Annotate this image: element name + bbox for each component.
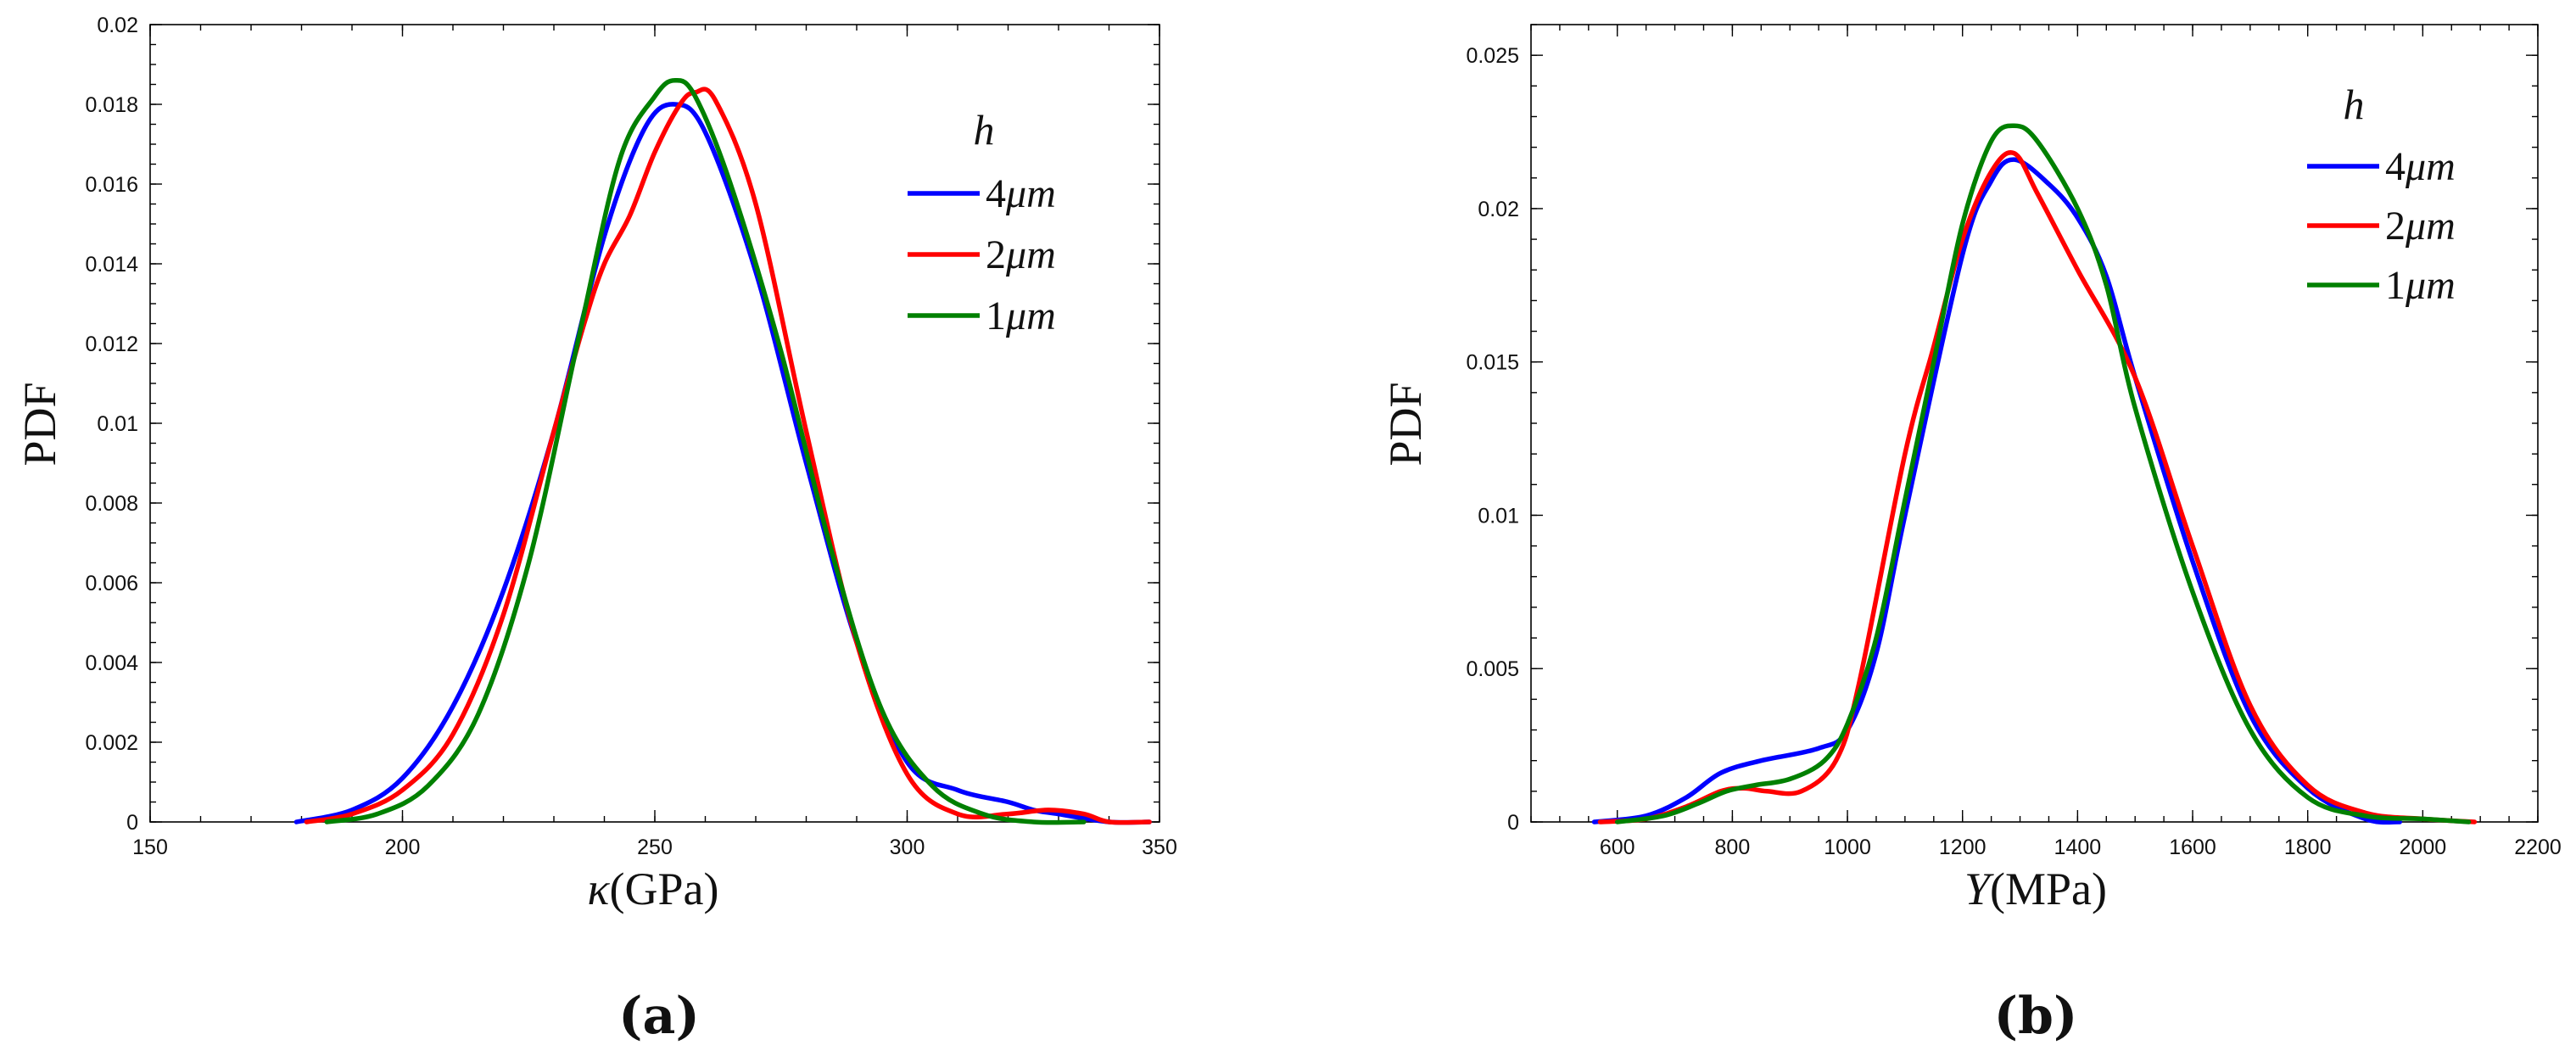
- x-tick-label: 2000: [2400, 836, 2447, 859]
- x-axis-unit-b: (MPa): [1990, 864, 2107, 914]
- legend-a: 4μm 2μm 1μm: [908, 171, 1056, 338]
- y-tick-label: 0.012: [85, 333, 138, 356]
- y-tick-label: 0.014: [85, 253, 138, 277]
- y-tick-label: 0.002: [85, 731, 138, 755]
- y-axis-label-b: PDF: [1380, 382, 1431, 466]
- series-line-2um: [1597, 150, 2478, 824]
- y-tick-label: 0: [126, 811, 138, 835]
- x-tick-label: 1800: [2284, 836, 2332, 859]
- legend-label-4um: 4μm: [986, 171, 1056, 216]
- y-tick-label: 0.006: [85, 572, 138, 595]
- x-tick-label: 300: [890, 836, 925, 859]
- x-tick-label: 1600: [2169, 836, 2216, 859]
- x-tick-label: 1200: [1939, 836, 1986, 859]
- x-tick-label: 150: [132, 836, 168, 859]
- y-tick-label: 0.015: [1466, 351, 1519, 375]
- panel-caption-a: (a): [618, 987, 700, 1046]
- x-tick-label: 200: [385, 836, 421, 859]
- y-tick-label: 0.008: [85, 492, 138, 516]
- legend-b: 4μm 2μm 1μm: [2307, 144, 2456, 308]
- x-tick-label: 600: [1600, 836, 1635, 859]
- legend-label-2um: 2μm: [2385, 204, 2456, 249]
- legend-label-1um: 1μm: [2385, 263, 2456, 308]
- y-tick-label: 0: [1507, 811, 1519, 835]
- legend-label-4um: 4μm: [2385, 144, 2456, 189]
- series-lines-a: [293, 78, 1152, 825]
- x-axis-symbol-a: κ: [588, 864, 611, 914]
- x-axis-label-a: κ(GPa): [588, 864, 719, 914]
- panel-caption-b: (b): [1994, 987, 2078, 1046]
- x-tick-label: 1400: [2054, 836, 2102, 859]
- y-axis-label-a: PDF: [14, 382, 65, 466]
- y-tick-label: 0.018: [85, 93, 138, 117]
- x-axis-label-b: Y(MPa): [1964, 864, 2107, 914]
- chart-panel-a: 150 200 250 300 350 0 0.002 0.004 0.006 0.008 0.01…: [14, 14, 1177, 1046]
- x-axis-symbol-b: Y: [1964, 864, 1994, 914]
- series-line-4um: [293, 102, 1152, 825]
- y-tick-label: 0.02: [1478, 198, 1519, 221]
- series-line-1um: [1614, 123, 2472, 824]
- axis-ticks-b: 600 800 1000 1200 1400 1600 1800 2000 2200 0 0.005…: [1466, 24, 2562, 859]
- legend-title-a: h: [974, 106, 995, 154]
- y-tick-label: 0.016: [85, 173, 138, 197]
- x-axis-unit-a: (GPa): [609, 864, 718, 914]
- y-tick-label: 0.01: [1478, 504, 1519, 528]
- series-line-4um: [1591, 157, 2402, 825]
- y-tick-label: 0.01: [97, 412, 138, 436]
- plot-frame-a: [149, 24, 1160, 823]
- y-tick-label: 0.005: [1466, 657, 1519, 681]
- axis-ticks-a: 150 200 250 300 350 0 0.002 0.004 0.006 0.008 0.01…: [85, 14, 1176, 859]
- x-tick-label: 1000: [1824, 836, 1871, 859]
- y-tick-label: 0.004: [85, 651, 138, 675]
- legend-label-1um: 1μm: [986, 293, 1056, 338]
- x-tick-label: 350: [1142, 836, 1177, 859]
- chart-panel-b: 600 800 1000 1200 1400 1600 1800 2000 2200 0 0.005…: [1380, 24, 2562, 1046]
- legend-label-2um: 2μm: [986, 232, 1056, 277]
- x-tick-label: 800: [1715, 836, 1751, 859]
- legend-title-b: h: [2344, 81, 2365, 128]
- series-lines-b: [1591, 123, 2478, 825]
- y-tick-label: 0.02: [97, 14, 138, 37]
- x-tick-label: 250: [637, 836, 673, 859]
- x-tick-label: 2200: [2514, 836, 2562, 859]
- series-line-1um: [324, 78, 1087, 825]
- series-line-2um: [304, 87, 1152, 825]
- y-tick-label: 0.025: [1466, 44, 1519, 68]
